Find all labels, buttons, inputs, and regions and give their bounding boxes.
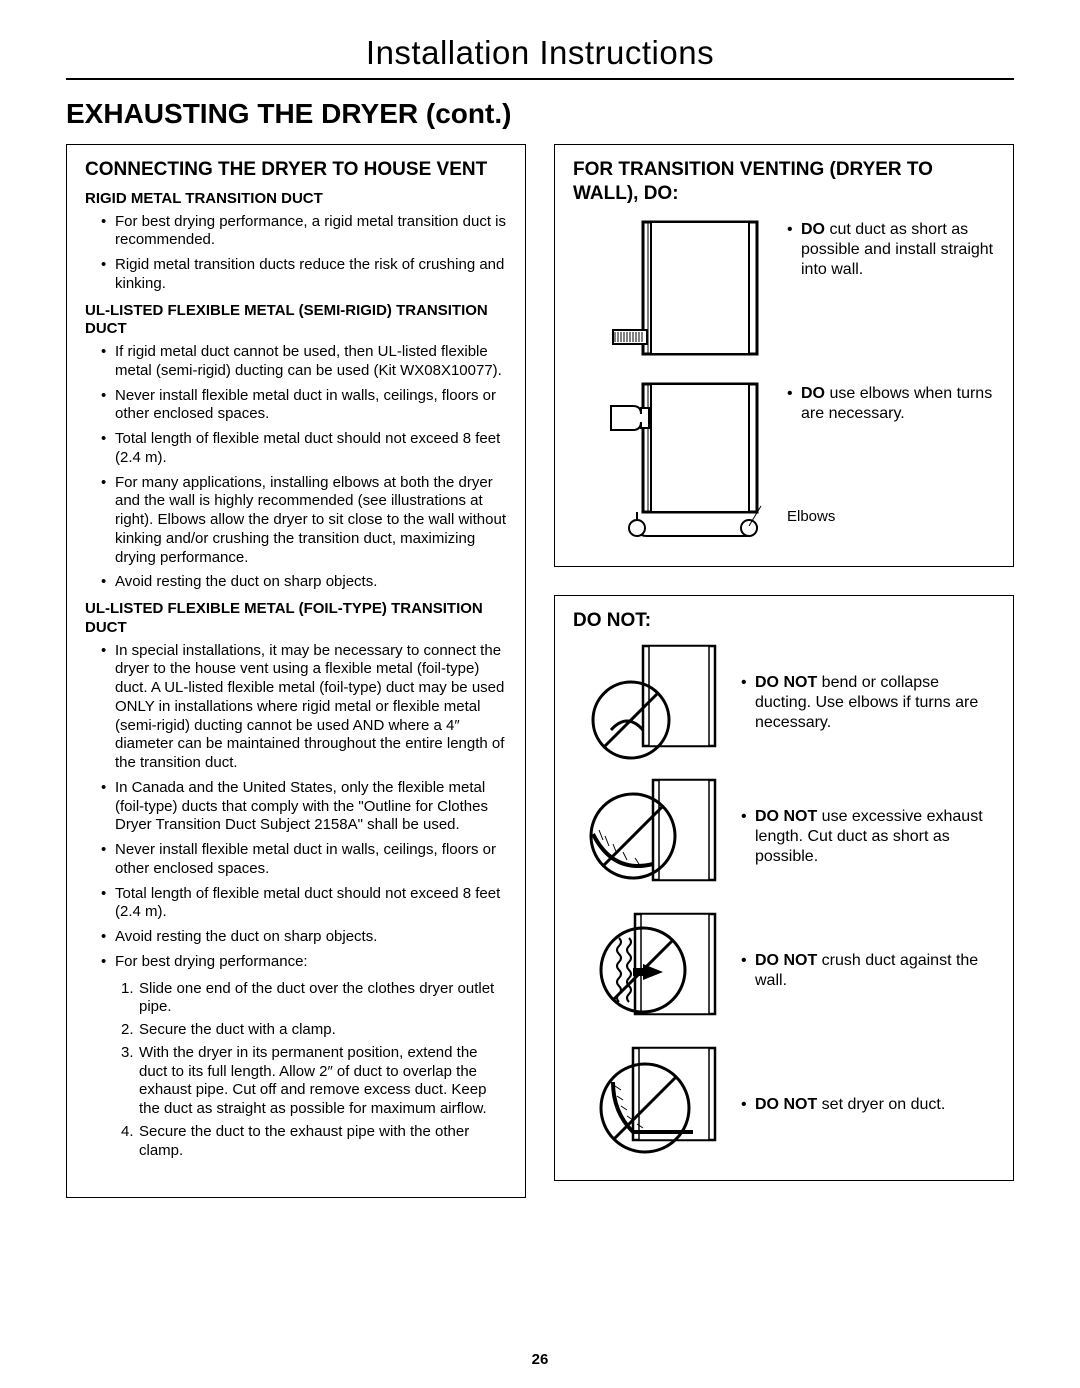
step-item: Secure the duct to the exhaust pipe with… <box>121 1123 507 1161</box>
do-text-group: DO use elbows when turns are necessary. … <box>787 378 995 527</box>
donot-long-icon <box>573 774 723 894</box>
list-item: In special installations, it may be nece… <box>101 642 507 773</box>
list-item: For best drying performance, a rigid met… <box>101 213 507 251</box>
step-item: Slide one end of the duct over the cloth… <box>121 980 507 1018</box>
donot-bold: DO NOT <box>755 808 817 825</box>
donot-bend-icon <box>573 640 723 760</box>
do-text: DO use elbows when turns are necessary. <box>787 384 995 424</box>
dryer-straight-vent-icon <box>573 214 769 364</box>
donot-onduct-icon <box>573 1042 723 1162</box>
left-heading: CONNECTING THE DRYER TO HOUSE VENT <box>85 158 507 182</box>
list-item: Rigid metal transition ducts reduce the … <box>101 256 507 294</box>
page-title: Installation Instructions <box>66 34 1014 80</box>
page-number: 26 <box>0 1351 1080 1368</box>
bullet-list: If rigid metal duct cannot be used, then… <box>85 343 507 592</box>
do-rest: use elbows when turns are necessary. <box>801 385 992 422</box>
donot-row: DO NOT bend or collapse ducting. Use elb… <box>573 640 995 760</box>
list-item: If rigid metal duct cannot be used, then… <box>101 343 507 381</box>
donot-rest: set dryer on duct. <box>817 1096 945 1113</box>
duct-group-title: UL-LISTED FLEXIBLE METAL (FOIL-TYPE) TRA… <box>85 600 507 638</box>
donot-text: DO NOT set dryer on duct. <box>741 1089 995 1115</box>
step-item: With the dryer in its permanent position… <box>121 1044 507 1119</box>
left-column: CONNECTING THE DRYER TO HOUSE VENT RIGID… <box>66 144 526 1198</box>
list-item: Total length of flexible metal duct shou… <box>101 885 507 923</box>
list-item: For many applications, installing elbows… <box>101 474 507 568</box>
list-item: For best drying performance: <box>101 953 507 972</box>
columns: CONNECTING THE DRYER TO HOUSE VENT RIGID… <box>66 144 1014 1198</box>
list-item: Total length of flexible metal duct shou… <box>101 430 507 468</box>
list-item: Avoid resting the duct on sharp objects. <box>101 928 507 947</box>
right-column: FOR TRANSITION VENTING (DRYER TO WALL), … <box>554 144 1014 1198</box>
donot-bold: DO NOT <box>755 674 817 691</box>
donot-text: DO NOT bend or collapse ducting. Use elb… <box>741 667 995 733</box>
step-item: Secure the duct with a clamp. <box>121 1021 507 1040</box>
do-box: FOR TRANSITION VENTING (DRYER TO WALL), … <box>554 144 1014 567</box>
do-bold: DO <box>801 221 825 238</box>
do-rest: cut duct as short as possible and instal… <box>801 221 993 278</box>
bullet-list: For best drying performance, a rigid met… <box>85 213 507 294</box>
list-item: Never install flexible metal duct in wal… <box>101 387 507 425</box>
duct-group-title: UL-LISTED FLEXIBLE METAL (SEMI-RIGID) TR… <box>85 302 507 340</box>
donot-heading: DO NOT: <box>573 609 995 633</box>
do-bold: DO <box>801 385 825 402</box>
do-text: DO cut duct as short as possible and ins… <box>787 214 995 280</box>
donot-row: DO NOT crush duct against the wall. <box>573 908 995 1028</box>
donot-bold: DO NOT <box>755 952 817 969</box>
do-row: DO cut duct as short as possible and ins… <box>573 214 995 364</box>
dryer-elbows-icon <box>573 378 769 548</box>
left-box: CONNECTING THE DRYER TO HOUSE VENT RIGID… <box>66 144 526 1198</box>
list-item: Avoid resting the duct on sharp objects. <box>101 573 507 592</box>
list-item: In Canada and the United States, only th… <box>101 779 507 835</box>
donot-text: DO NOT crush duct against the wall. <box>741 945 995 991</box>
donot-box: DO NOT: DO NOT bend or collapse ducting.… <box>554 595 1014 1182</box>
do-row: DO use elbows when turns are necessary. … <box>573 378 995 548</box>
donot-text: DO NOT use excessive exhaust length. Cut… <box>741 801 995 867</box>
steps-list: Slide one end of the duct over the cloth… <box>85 980 507 1161</box>
elbows-label: Elbows <box>787 508 995 527</box>
section-heading: EXHAUSTING THE DRYER (cont.) <box>66 98 1014 130</box>
duct-group-title: RIGID METAL TRANSITION DUCT <box>85 190 507 209</box>
donot-row: DO NOT use excessive exhaust length. Cut… <box>573 774 995 894</box>
bullet-list: In special installations, it may be nece… <box>85 642 507 972</box>
list-item: Never install flexible metal duct in wal… <box>101 841 507 879</box>
donot-row: DO NOT set dryer on duct. <box>573 1042 995 1162</box>
donot-bold: DO NOT <box>755 1096 817 1113</box>
donot-crush-icon <box>573 908 723 1028</box>
do-heading: FOR TRANSITION VENTING (DRYER TO WALL), … <box>573 158 995 206</box>
